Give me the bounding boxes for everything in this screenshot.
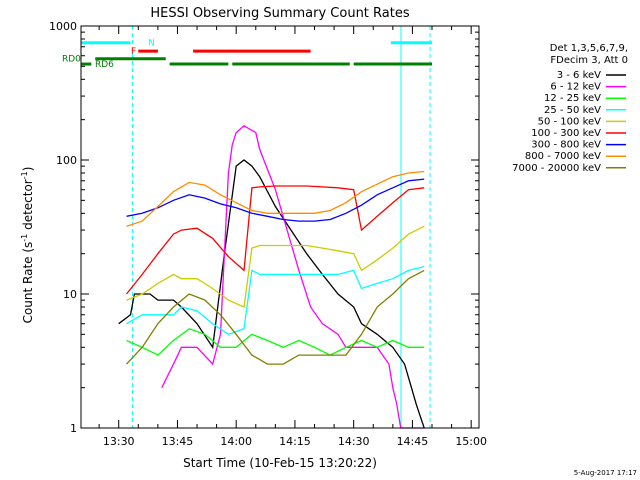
chart-title: HESSI Observing Summary Count Rates (150, 6, 409, 21)
x-tick-label: 13:45 (162, 435, 194, 448)
legend-label-2: 6 - 12 keV (550, 82, 601, 93)
x-axis-label: Start Time (10-Feb-15 13:20:22) (183, 456, 377, 470)
legend-header-line-2: FDecim 3, Att 0 (550, 55, 628, 66)
x-tick-label: 14:15 (279, 435, 311, 448)
y-axis-label-end: ) (21, 167, 35, 172)
flag-label-n: N (148, 39, 155, 49)
y-tick-label: 1 (70, 422, 77, 435)
legend-label-6: 100 - 300 keV (531, 128, 601, 139)
legend-label-9: 7000 - 20000 keV (512, 163, 601, 174)
y-axis-label-sup: -1 (20, 234, 29, 242)
x-tick-label: 14:00 (220, 435, 252, 448)
series-line-2-1 (161, 125, 425, 429)
series-line-6-1 (125, 185, 425, 295)
y-axis-label-mid: detector (21, 179, 35, 234)
x-tick-label: 14:45 (397, 435, 429, 448)
y-tick-label: 100 (56, 154, 77, 167)
flag-label-rd0: RD0 (62, 55, 81, 65)
y-tick-label: 1000 (49, 20, 77, 33)
y-axis-label: Count Rate (s-1 detector-1) (20, 167, 35, 324)
legend-label-1: 3 - 6 keV (557, 70, 601, 81)
series-line-7-1 (126, 178, 425, 222)
flag-label-f: F (131, 47, 136, 57)
footer-date: 5-Aug-2017 17:17 (574, 469, 637, 477)
series-line-8-1 (126, 170, 425, 227)
series-line-9-1 (126, 269, 425, 365)
flag-label-rd6: RD6 (95, 60, 114, 70)
series-line-3-1 (126, 328, 425, 356)
y-axis-label-main: Count Rate (s (21, 242, 35, 324)
series-line-5-1 (126, 225, 425, 308)
series-line-1-1 (118, 159, 425, 429)
plot-frame (80, 25, 480, 429)
series-line-4-1 (126, 265, 425, 336)
legend-label-7: 300 - 800 keV (531, 140, 601, 151)
legend-label-8: 800 - 7000 keV (525, 151, 601, 162)
plot-area: N F RD0 RD6 1 10 100 1000 13:30 13:45 14:00 14:15 14… (49, 20, 487, 448)
y-axis-label-sup2: -1 (20, 171, 29, 179)
legend-header-line-1: Det 1,3,5,6,7,9, (550, 43, 628, 54)
legend-label-3: 12 - 25 keV (544, 93, 601, 104)
x-tick-label: 13:30 (103, 435, 135, 448)
legend-label-5: 50 - 100 keV (538, 116, 602, 127)
y-tick-label: 10 (63, 288, 77, 301)
x-tick-label: 15:00 (455, 435, 487, 448)
legend-label-4: 25 - 50 keV (544, 105, 601, 116)
x-tick-label: 14:30 (338, 435, 370, 448)
